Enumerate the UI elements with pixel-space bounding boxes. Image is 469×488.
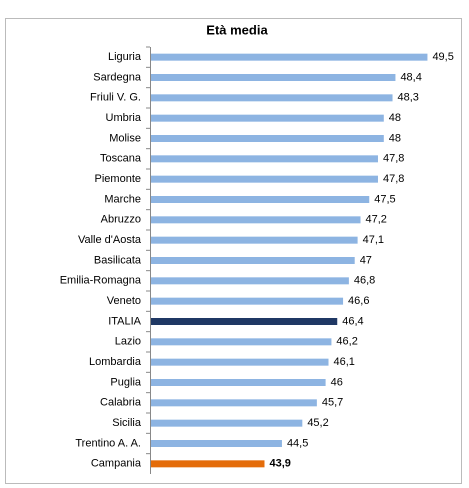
- value-label: 44,5: [287, 437, 308, 449]
- category-label: ITALIA: [108, 315, 141, 327]
- bar: [151, 94, 393, 102]
- category-label: Trentino A. A.: [75, 437, 141, 449]
- bar: [151, 114, 384, 122]
- bar: [151, 257, 355, 264]
- value-label: 47,2: [366, 214, 387, 226]
- bar: [151, 460, 265, 468]
- chart-title: Età media: [206, 22, 268, 37]
- value-label: 48,3: [398, 92, 419, 104]
- category-label: Lombardia: [89, 356, 142, 368]
- value-label: 46,1: [334, 356, 355, 368]
- value-label: 43,9: [269, 458, 290, 470]
- category-label: Molise: [109, 132, 141, 144]
- bar: [151, 297, 344, 305]
- value-label: 47: [360, 254, 372, 266]
- category-label: Sicilia: [112, 417, 142, 429]
- value-label: 47,5: [374, 193, 395, 205]
- category-label: Abruzzo: [101, 214, 141, 226]
- bar: [151, 175, 378, 183]
- chart-frame: [5, 18, 462, 484]
- bar: [151, 74, 396, 81]
- bar: [151, 135, 384, 142]
- category-label: Lazio: [115, 336, 141, 348]
- category-label: Toscana: [100, 153, 142, 165]
- value-label: 46,6: [348, 295, 369, 307]
- value-label: 46,4: [342, 315, 363, 327]
- bar: [151, 338, 332, 346]
- category-label: Friuli V. G.: [90, 92, 141, 104]
- value-label: 46,2: [336, 336, 357, 348]
- value-label: 45,2: [307, 417, 328, 429]
- category-label: Calabria: [100, 397, 142, 409]
- category-label: Puglia: [110, 376, 141, 388]
- value-label: 48: [389, 112, 401, 124]
- bar: [151, 53, 428, 61]
- value-label: 47,8: [383, 173, 404, 185]
- bar: [151, 236, 358, 244]
- bar: [151, 358, 329, 366]
- value-label: 49,5: [432, 51, 453, 63]
- value-label: 47,1: [363, 234, 384, 246]
- category-label: Veneto: [107, 295, 141, 307]
- bar: [151, 419, 303, 427]
- value-label: 47,8: [383, 153, 404, 165]
- category-label: Valle d'Aosta: [78, 234, 142, 246]
- bar: [151, 155, 378, 163]
- bar: [151, 216, 361, 224]
- category-label: Emilia-Romagna: [60, 275, 142, 287]
- value-label: 45,7: [322, 397, 343, 409]
- bar: [151, 379, 326, 386]
- bar: [151, 318, 338, 325]
- category-label: Sardegna: [93, 71, 142, 83]
- value-label: 48,4: [400, 71, 421, 83]
- category-label: Basilicata: [94, 254, 142, 266]
- category-label: Liguria: [108, 51, 142, 63]
- value-label: 46: [331, 376, 343, 388]
- bar: [151, 196, 370, 203]
- category-label: Umbria: [106, 112, 142, 124]
- category-label: Piemonte: [95, 173, 141, 185]
- category-label: Campania: [91, 458, 142, 470]
- bar: [151, 440, 282, 447]
- value-label: 48: [389, 132, 401, 144]
- value-label: 46,8: [354, 275, 375, 287]
- bar: [151, 277, 349, 285]
- category-label: Marche: [104, 193, 141, 205]
- bar: [151, 399, 317, 407]
